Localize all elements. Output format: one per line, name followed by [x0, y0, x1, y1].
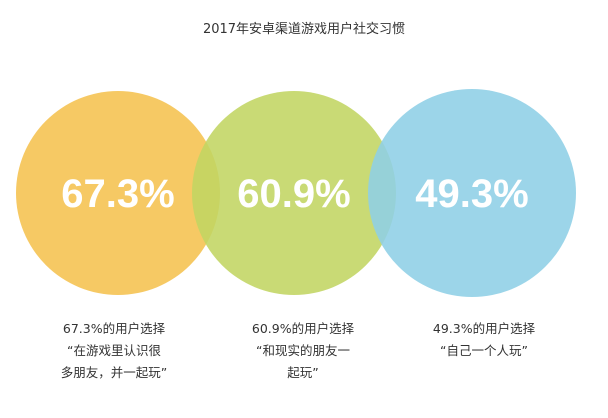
caption-0-line-2: 多朋友，并一起玩”: [60, 365, 168, 380]
chart-title: 2017年安卓渠道游戏用户社交习惯: [202, 22, 406, 37]
caption-2: 49.3%的用户选择 “自己一个人玩”: [389, 318, 579, 362]
value-label-2: 49.3%: [415, 172, 528, 216]
caption-2-line-1: “自己一个人玩”: [440, 343, 528, 358]
caption-2-line-0: 49.3%的用户选择: [432, 321, 536, 336]
value-label-1: 60.9%: [237, 172, 350, 216]
caption-0-line-0: 67.3%的用户选择: [62, 321, 166, 336]
caption-1: 60.9%的用户选择 “和现实的朋友一 起玩”: [208, 318, 398, 384]
caption-1-line-1: “和现实的朋友一: [256, 343, 350, 358]
caption-1-line-0: 60.9%的用户选择: [251, 321, 355, 336]
value-label-0: 67.3%: [61, 172, 174, 216]
circle-1: [192, 91, 396, 295]
circle-0: [16, 91, 220, 295]
caption-0: 67.3%的用户选择 “在游戏里认识很 多朋友，并一起玩”: [19, 318, 209, 384]
circle-2: [368, 89, 576, 297]
caption-0-line-1: “在游戏里认识很: [67, 343, 161, 358]
caption-1-line-2: 起玩”: [287, 365, 319, 380]
